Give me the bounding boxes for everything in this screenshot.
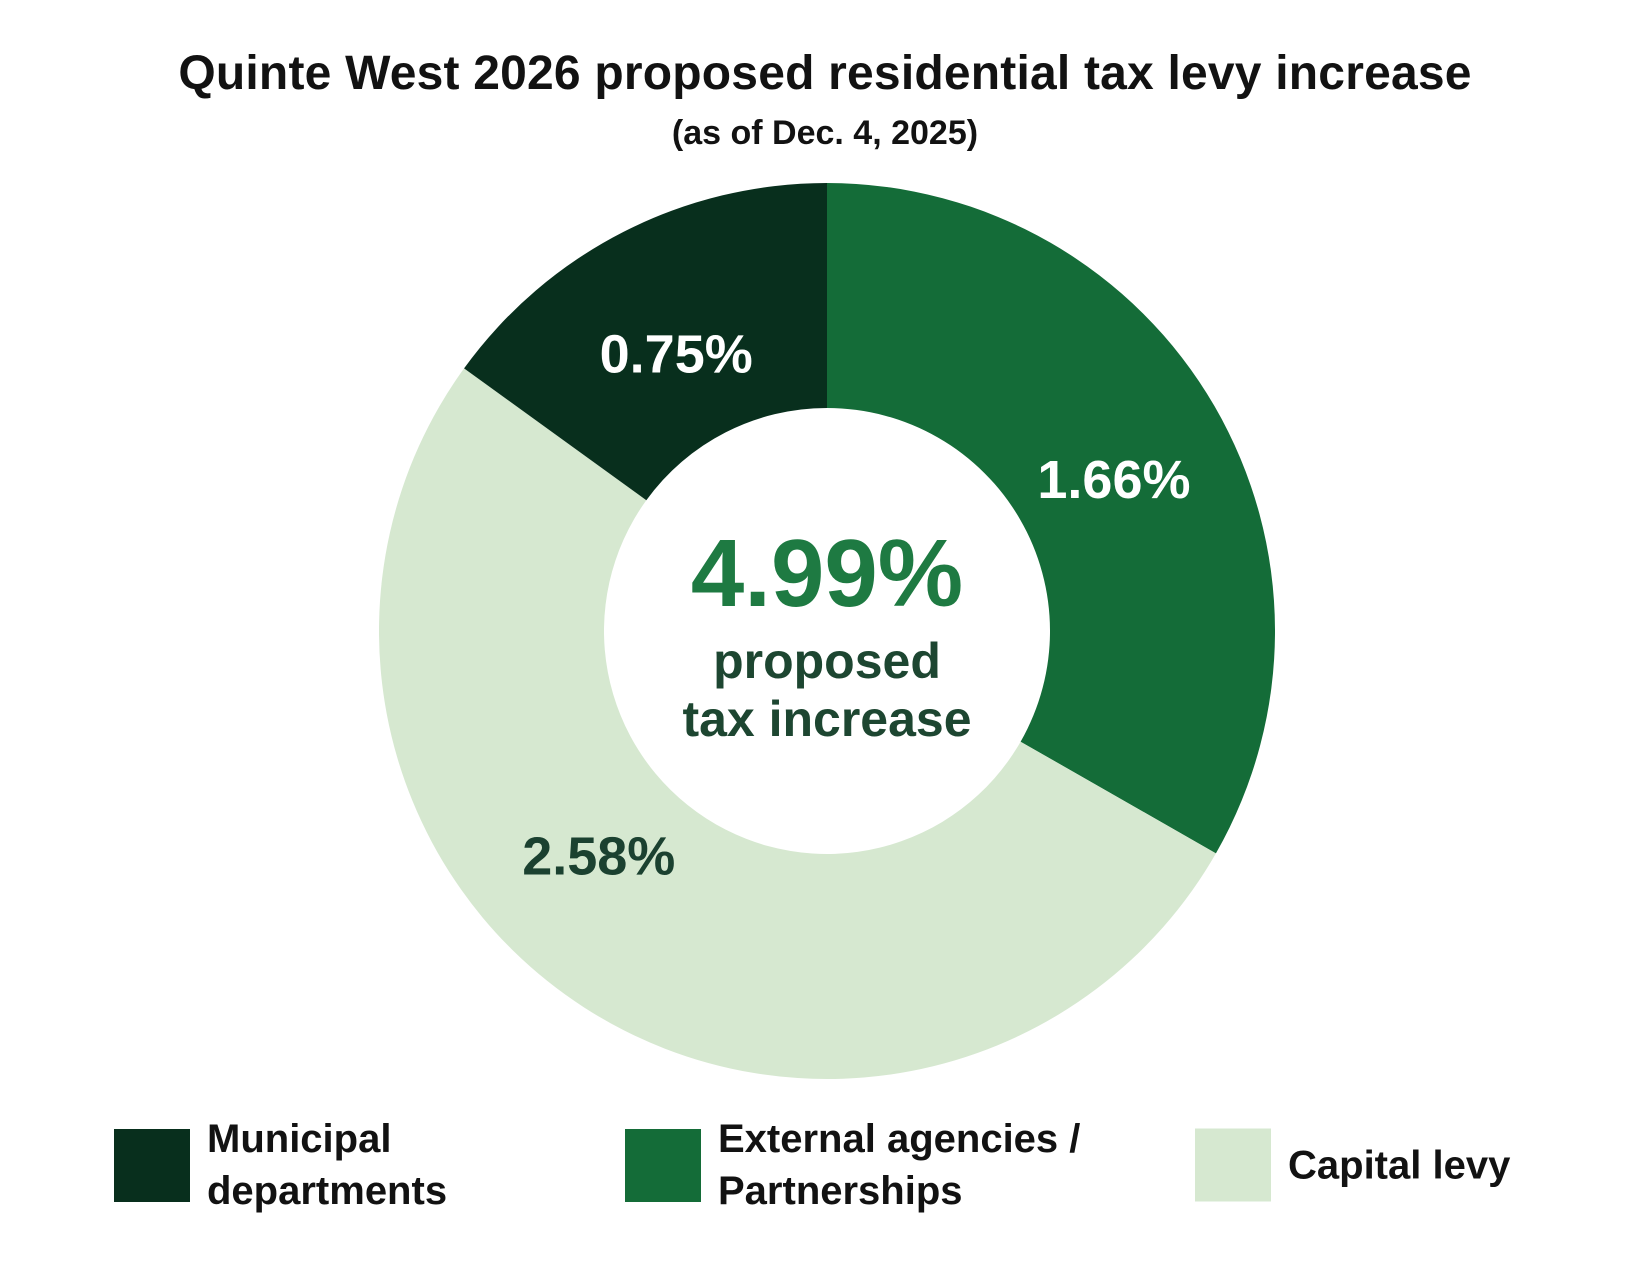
center-caption-line-1: proposed — [713, 633, 941, 689]
donut-center-label: 4.99% proposed tax increase — [607, 526, 1047, 748]
legend-item-capital-levy: Capital levy — [1195, 1128, 1511, 1202]
chart-title: Quinte West 2026 proposed residential ta… — [178, 47, 1472, 100]
legend-item-municipal-departments: Municipal departments — [114, 1113, 447, 1217]
slice-value-label-external-agencies: 1.66% — [1037, 450, 1190, 510]
slice-value-label-capital-levy: 2.58% — [522, 827, 675, 887]
legend-swatch-municipal-departments — [114, 1128, 190, 1202]
legend-label-external-agencies: External agencies / Partnerships — [718, 1117, 1081, 1213]
slice-value-label-municipal-departments: 0.75% — [600, 325, 753, 385]
legend-item-external-agencies: External agencies / Partnerships — [625, 1113, 1080, 1217]
donut-slice-external-agencies — [827, 183, 1276, 854]
center-total-value: 4.99% — [690, 520, 964, 627]
donut-slice-capital-levy — [379, 368, 1216, 1079]
donut-slice-municipal-departments — [464, 183, 827, 501]
chart-subtitle: (as of Dec. 4, 2025) — [671, 114, 979, 152]
legend-swatch-external-agencies — [625, 1128, 701, 1202]
center-caption-line-2: tax increase — [682, 691, 972, 747]
legend-label-capital-levy: Capital levy — [1288, 1143, 1511, 1187]
legend-swatch-capital-levy — [1195, 1128, 1271, 1202]
legend-label-municipal-departments: Municipal departments — [207, 1117, 448, 1213]
